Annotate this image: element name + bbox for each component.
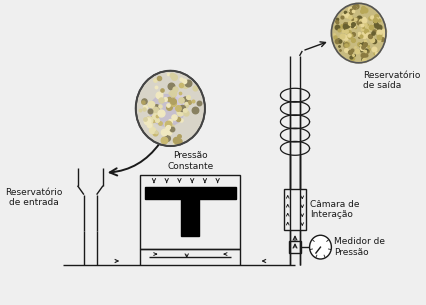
Bar: [288, 241, 301, 253]
Text: Reservatório
de entrada: Reservatório de entrada: [5, 188, 62, 207]
Text: Câmara de
Interação: Câmara de Interação: [310, 200, 359, 219]
Circle shape: [309, 235, 331, 259]
Ellipse shape: [149, 95, 184, 126]
Bar: [140, 175, 240, 249]
Bar: [181, 199, 199, 236]
Ellipse shape: [170, 94, 184, 107]
Circle shape: [135, 71, 204, 146]
Circle shape: [331, 3, 385, 63]
Bar: [144, 187, 235, 199]
Text: Pressão
Constante: Pressão Constante: [167, 151, 213, 170]
Text: Reservatório
de saída: Reservatório de saída: [363, 71, 420, 90]
Text: Medidor de
Pressão: Medidor de Pressão: [333, 237, 384, 257]
Bar: [283, 189, 305, 230]
